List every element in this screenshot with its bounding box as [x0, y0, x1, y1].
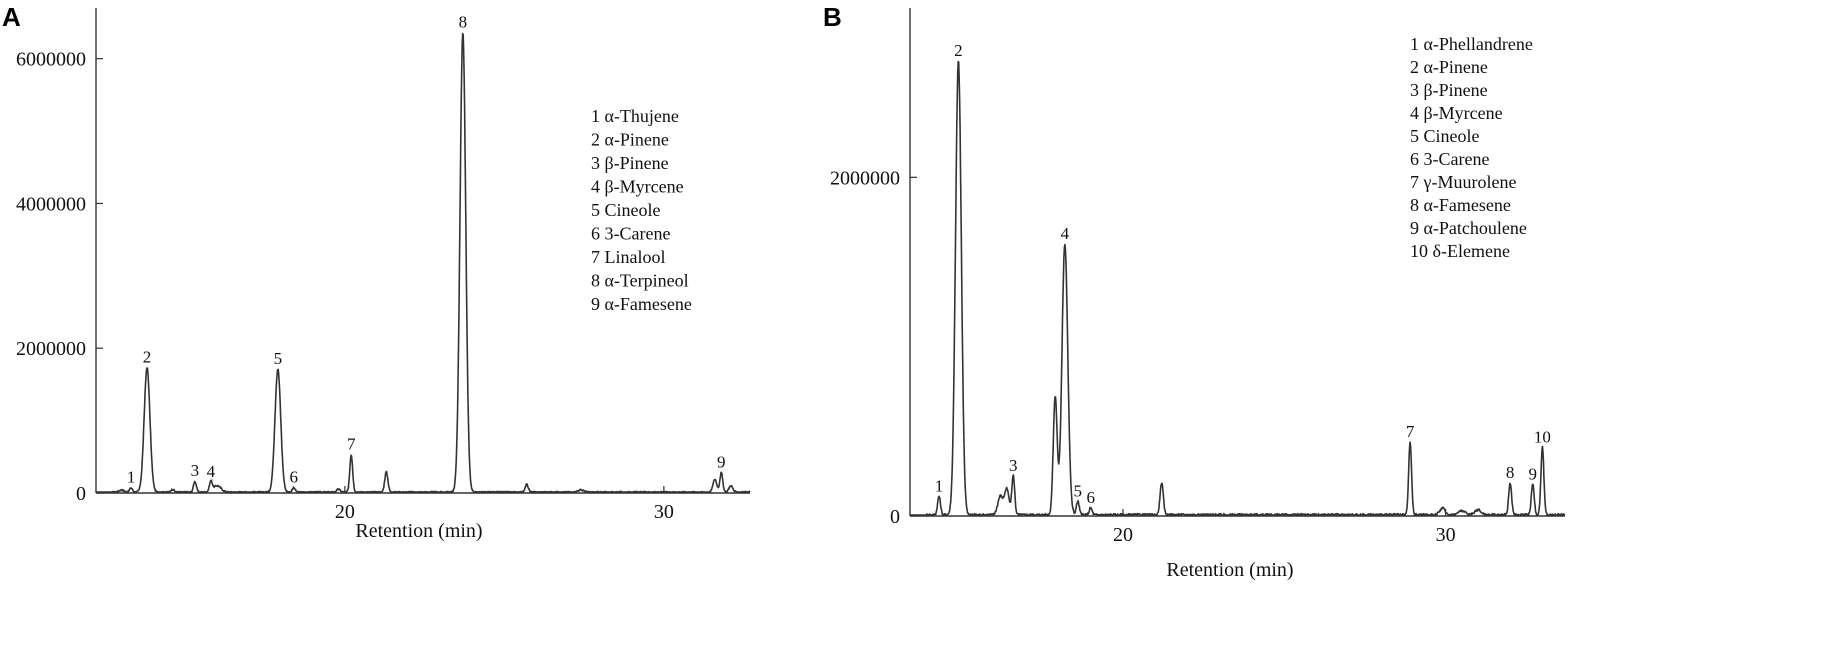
y-tick-label: 0	[890, 506, 900, 528]
panel-a-ticks: 20 30 0 2000000 4000000 6000000	[16, 49, 674, 523]
peak-label: 1	[935, 476, 944, 495]
legend-entry: 4 β-Myrcene	[591, 177, 684, 197]
panel-a-letter: A	[2, 2, 21, 32]
panel-b-chromatogram-trace	[909, 60, 1566, 516]
y-tick-label: 2000000	[16, 338, 86, 360]
legend-entry: 3 β-Pinene	[591, 153, 669, 173]
peak-label: 6	[1086, 488, 1095, 507]
panel-a-legend: 1 α-Thujene 2 α-Pinene 3 β-Pinene 4 β-Myrce…	[591, 106, 692, 314]
panel-b: B 20 30 0 2000000 1 2 3 4 5 6 7 8 9 10 Retention (mi…	[823, 2, 1566, 581]
legend-entry: 9 α-Patchoulene	[1410, 218, 1527, 238]
peak-label: 1	[127, 468, 136, 487]
peak-label: 6	[290, 468, 299, 487]
legend-entry: 7 Linalool	[591, 247, 666, 267]
legend-entry: 3 β-Pinene	[1410, 80, 1488, 100]
peak-label: 4	[207, 462, 216, 481]
panel-a-x-axis-title: Retention (min)	[355, 520, 482, 542]
x-tick-label: 30	[1436, 524, 1456, 546]
peak-label: 8	[459, 12, 468, 31]
peak-label: 9	[717, 452, 726, 471]
peak-label: 2	[954, 41, 963, 60]
peak-label: 2	[143, 347, 152, 366]
peak-label: 3	[191, 461, 200, 480]
panel-a-chromatogram-trace	[95, 32, 751, 493]
peak-label: 7	[347, 434, 356, 453]
x-tick-label: 30	[654, 501, 674, 523]
peak-label: 4	[1061, 224, 1070, 243]
legend-entry: 7 γ-Muurolene	[1410, 172, 1516, 192]
peak-label: 9	[1528, 465, 1537, 484]
legend-entry: 2 α-Pinene	[1410, 57, 1488, 77]
y-tick-label: 4000000	[16, 193, 86, 215]
legend-entry: 9 α-Famesene	[591, 294, 692, 314]
legend-entry: 10 δ-Elemene	[1410, 241, 1510, 261]
panel-b-peak-labels: 1 2 3 4 5 6 7 8 9 10	[935, 41, 1551, 507]
x-tick-label: 20	[335, 501, 355, 523]
y-tick-label: 6000000	[16, 49, 86, 71]
peak-label: 3	[1009, 456, 1018, 475]
peak-label: 7	[1406, 422, 1415, 441]
panel-b-x-axis-title: Retention (min)	[1166, 559, 1293, 581]
y-tick-label: 0	[76, 483, 86, 505]
panel-a: A 20 30 0 2000000 4000000 6000000 1 2 3 4 5 6 7 8 9 R…	[2, 2, 751, 542]
legend-entry: 6 3-Carene	[1410, 149, 1489, 169]
peak-label: 5	[274, 349, 283, 368]
legend-entry: 8 α-Terpineol	[591, 271, 689, 291]
peak-label: 8	[1506, 463, 1515, 482]
legend-entry: 1 α-Thujene	[591, 106, 679, 126]
legend-entry: 5 Cineole	[1410, 126, 1480, 146]
panel-a-peak-labels: 1 2 3 4 5 6 7 8 9	[127, 12, 726, 486]
peak-label: 5	[1074, 481, 1083, 500]
panel-b-letter: B	[823, 2, 842, 32]
panel-b-legend: 1 α-Phellandrene 2 α-Pinene 3 β-Pinene 4 β-…	[1410, 34, 1533, 261]
legend-entry: 4 β-Myrcene	[1410, 103, 1503, 123]
legend-entry: 5 Cineole	[591, 200, 661, 220]
y-tick-label: 2000000	[830, 167, 900, 189]
peak-label: 10	[1534, 427, 1551, 446]
legend-entry: 6 3-Carene	[591, 224, 670, 244]
panel-b-ticks: 20 30 0 2000000	[830, 167, 1456, 546]
legend-entry: 2 α-Pinene	[591, 130, 669, 150]
x-tick-label: 20	[1113, 524, 1133, 546]
legend-entry: 1 α-Phellandrene	[1410, 34, 1533, 54]
legend-entry: 8 α-Famesene	[1410, 195, 1511, 215]
